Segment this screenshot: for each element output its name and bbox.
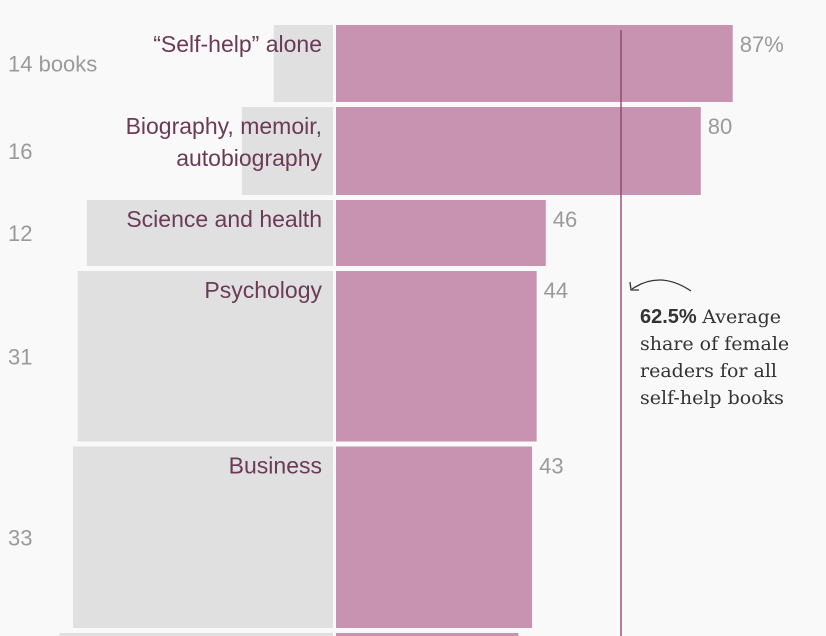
female-share-bar (336, 271, 537, 442)
category-label: autobiography (176, 145, 322, 171)
arrow-icon (631, 279, 692, 292)
reference-label: Average (701, 306, 781, 328)
reference-value: 62.5% (640, 306, 702, 328)
category-label: Biography, memoir, (126, 113, 322, 139)
female-share-bar (336, 200, 546, 266)
other-share-bar (73, 446, 333, 628)
value-label: 87% (740, 32, 784, 57)
value-label: 43 (539, 454, 563, 479)
value-label: 46 (553, 207, 577, 232)
female-share-bar (336, 107, 701, 195)
category-label: Science and health (126, 206, 322, 232)
other-share-bar (273, 25, 333, 102)
category-label: Business (229, 453, 322, 479)
reference-annotation-line: readers for all (640, 360, 777, 382)
reference-annotation-line: share of female (640, 333, 789, 355)
category-label: “Self-help” alone (153, 31, 322, 57)
reference-annotation-line: self-help books (640, 387, 784, 409)
arrowhead-icon (629, 281, 639, 291)
value-label: 44 (544, 278, 568, 303)
book-count-label: 31 (8, 344, 32, 369)
reference-annotation: 62.5% Average (640, 306, 781, 328)
female-share-bar (336, 446, 533, 628)
other-share-bar (77, 271, 333, 442)
other-share-bar (241, 107, 333, 195)
value-label: 80 (708, 114, 732, 139)
book-count-label: 14 books (8, 52, 97, 77)
other-share-bar (59, 633, 334, 636)
female-share-bar (336, 25, 733, 102)
other-share-bar (86, 200, 333, 266)
female-share-bar (336, 633, 519, 636)
book-count-label: 33 (8, 525, 32, 550)
category-label: Psychology (204, 277, 322, 303)
book-count-label: 16 (8, 139, 32, 164)
book-count-label: 12 (8, 221, 32, 246)
